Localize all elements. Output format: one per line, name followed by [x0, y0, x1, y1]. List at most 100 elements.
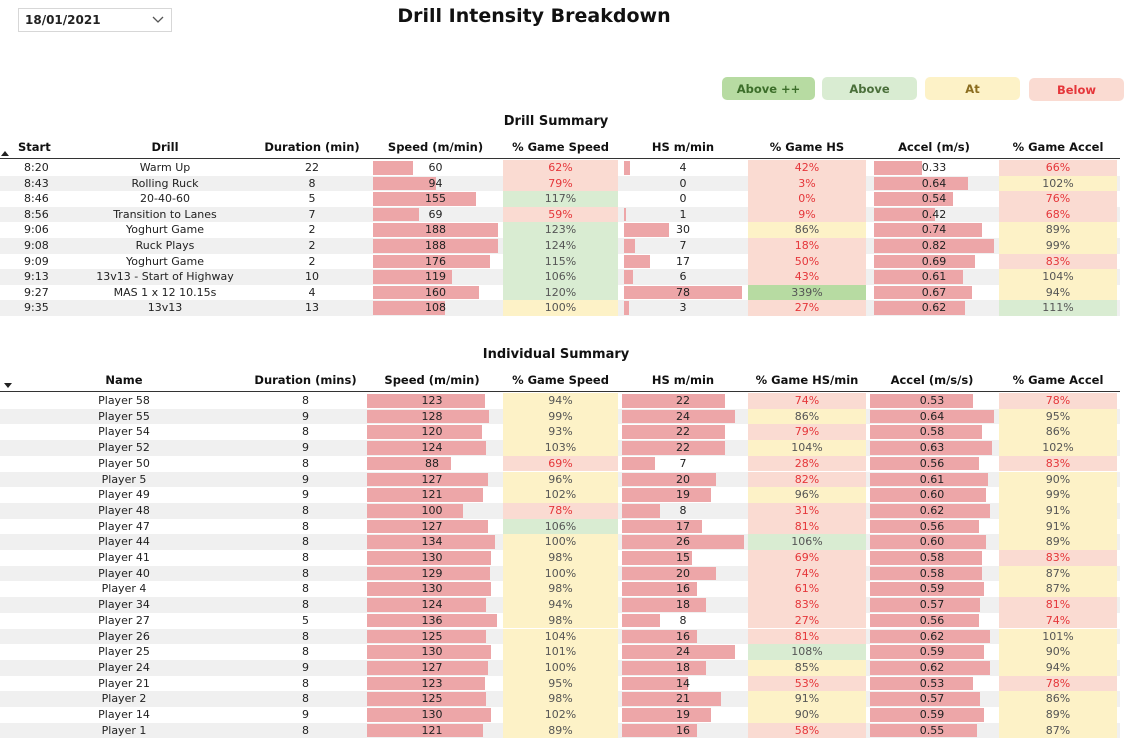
sort-descending-icon[interactable] [4, 383, 12, 388]
table-row[interactable]: Player 21 8 123 95% 14 53% 0.53 78% [0, 675, 1120, 692]
table-row[interactable]: Player 48 8 100 78% 8 31% 0.62 91% [0, 502, 1120, 519]
accel-bar [870, 441, 993, 455]
cell-hs: 22 [622, 424, 744, 440]
cell-accel: 0.62 [874, 300, 994, 316]
table-row[interactable]: Player 4 8 130 98% 16 61% 0.59 87% [0, 581, 1120, 598]
cell-name: Player 52 [98, 441, 150, 455]
table-row[interactable]: Player 14 9 130 102% 19 90% 0.59 89% [0, 707, 1120, 723]
cell-game-speed: 106% [503, 518, 618, 535]
column-header-game-hs-min[interactable]: % Game HS/min [755, 373, 859, 387]
cell-accel: 0.59 [870, 707, 994, 723]
hs-bar [622, 394, 726, 408]
hs-value: 1 [679, 207, 687, 221]
hs-value: 26 [676, 535, 690, 549]
column-header-accel-m-s-s[interactable]: Accel (m/s/s) [890, 373, 974, 387]
table-row[interactable]: Player 52 9 124 103% 22 104% 0.63 102% [0, 440, 1120, 456]
column-header-duration-min[interactable]: Duration (min) [264, 140, 360, 154]
speed-value: 123 [421, 394, 443, 407]
legend-above-plus-plus[interactable]: Above ++ [722, 77, 815, 100]
column-header-game-speed[interactable]: % Game Speed [512, 373, 609, 387]
column-header-speed-m-min[interactable]: Speed (m/min) [384, 373, 480, 387]
cell-game-hs: 18% [748, 238, 866, 254]
column-header-speed-m-min[interactable]: Speed (m/min) [387, 140, 484, 154]
table-row[interactable]: Player 55 9 128 99% 24 86% 0.64 95% [0, 408, 1120, 425]
table-row[interactable]: 9:35 13v13 13 108 100% 3 27% 0.62 111% [0, 300, 1120, 316]
cell-speed: 130 [367, 581, 497, 597]
table-row[interactable]: Player 25 8 130 101% 24 108% 0.59 90% [0, 644, 1120, 660]
speed-value: 129 [421, 566, 443, 580]
cell-duration: 8 [302, 723, 309, 737]
column-header-drill[interactable]: Drill [151, 140, 179, 154]
table-row[interactable]: 8:20 Warm Up 22 60 62% 4 42% 0.33 66% [0, 160, 1120, 176]
cell-accel: 0.61 [870, 472, 994, 488]
cell-duration: 8 [302, 692, 309, 706]
table-row[interactable]: 9:09 Yoghurt Game 2 176 115% 17 50% 0.69 83% [0, 253, 1120, 270]
column-header-game-accel[interactable]: % Game Accel [1012, 140, 1104, 154]
cell-game-accel: 74% [999, 612, 1117, 629]
table-row[interactable]: Player 47 8 127 106% 17 81% 0.56 91% [0, 518, 1120, 535]
table-row[interactable]: 9:06 Yoghurt Game 2 188 123% 30 86% 0.74 89% [0, 222, 1120, 238]
table-row[interactable]: Player 40 8 129 100% 20 74% 0.58 87% [0, 565, 1120, 582]
hs-value: 8 [679, 503, 687, 517]
column-header-name[interactable]: Name [105, 373, 143, 387]
table-row[interactable]: Player 1 8 121 89% 16 58% 0.55 87% [0, 722, 1120, 739]
table-row[interactable]: Player 5 9 127 96% 20 82% 0.61 90% [0, 471, 1120, 488]
accel-bar [870, 535, 987, 549]
cell-hs: 7 [624, 238, 742, 254]
accel-value: 0.62 [921, 301, 947, 315]
column-header-duration-mins[interactable]: Duration (mins) [254, 373, 357, 387]
cell-game-hs: 53% [748, 675, 866, 692]
cell-duration: 8 [302, 551, 309, 564]
hs-value: 19 [676, 708, 690, 721]
hs-bar [624, 270, 634, 284]
cell-duration: 8 [302, 425, 309, 439]
table-row[interactable]: 9:08 Ruck Plays 2 188 124% 7 18% 0.82 99% [0, 238, 1120, 254]
column-header-hs-m-min[interactable]: HS m/min [651, 373, 715, 387]
table-row[interactable]: 8:43 Rolling Ruck 8 94 79% 0 3% 0.64 102% [0, 175, 1120, 192]
table-row[interactable]: Player 54 8 120 93% 22 79% 0.58 86% [0, 424, 1120, 441]
date-filter-dropdown[interactable]: 18/01/2021 [18, 8, 172, 32]
accel-bar [870, 660, 991, 675]
table-row[interactable]: 9:27 MAS 1 x 12 10.15s 4 160 120% 78 339% 0.67 9… [0, 284, 1120, 301]
table-row[interactable]: Player 50 8 88 69% 7 28% 0.56 83% [0, 455, 1120, 472]
cell-name: Player 41 [98, 551, 150, 564]
column-header-game-accel[interactable]: % Game Accel [1012, 373, 1104, 387]
cell-duration: 9 [302, 488, 309, 502]
legend-above[interactable]: Above [822, 77, 917, 100]
table-row[interactable]: Player 44 8 134 100% 26 106% 0.60 89% [0, 534, 1120, 550]
table-row[interactable]: 9:13 13v13 - Start of Highway 10 119 106% 6 43… [0, 269, 1120, 285]
cell-game-accel: 83% [999, 455, 1117, 472]
table-row[interactable]: Player 58 8 123 94% 22 74% 0.53 78% [0, 393, 1120, 409]
cell-start: 9:09 [24, 254, 49, 268]
accel-value: 0.56 [919, 613, 945, 627]
sort-ascending-icon[interactable] [1, 151, 9, 156]
table-row[interactable]: Player 24 9 127 100% 18 85% 0.62 94% [0, 659, 1120, 676]
cell-game-speed: 89% [503, 722, 618, 739]
speed-bar [367, 598, 486, 612]
table-row[interactable]: Player 27 5 136 98% 8 27% 0.56 74% [0, 612, 1120, 629]
cell-game-hs: 31% [748, 502, 866, 519]
table-row[interactable]: Player 49 9 121 102% 19 96% 0.60 99% [0, 487, 1120, 503]
accel-bar [870, 394, 973, 408]
column-header-accel-m-s[interactable]: Accel (m/s) [898, 140, 970, 154]
cell-hs: 18 [622, 660, 744, 676]
accel-value: 0.59 [919, 645, 945, 659]
cell-speed: 134 [367, 534, 497, 550]
accel-bar [874, 161, 923, 175]
legend-below[interactable]: Below [1029, 78, 1124, 101]
cell-name: Player 49 [98, 488, 150, 502]
legend-at[interactable]: At [925, 77, 1020, 100]
table-row[interactable]: Player 2 8 125 98% 21 91% 0.57 86% [0, 691, 1120, 707]
column-header-start[interactable]: Start [18, 140, 51, 154]
table-row[interactable]: Player 26 8 125 104% 16 81% 0.62 101% [0, 628, 1120, 645]
speed-value: 130 [421, 582, 443, 596]
column-header-game-speed[interactable]: % Game Speed [512, 140, 609, 154]
table-row[interactable]: Player 34 8 124 94% 18 83% 0.57 81% [0, 597, 1120, 613]
column-header-game-hs[interactable]: % Game HS [769, 140, 845, 154]
column-header-hs-m-min[interactable]: HS m/min [651, 140, 715, 154]
table-row[interactable]: 8:46 20-40-60 5 155 117% 0 0% 0.54 76% [0, 191, 1120, 207]
table-row[interactable]: 8:56 Transition to Lanes 7 69 59% 1 9% 0.42 68% [0, 206, 1120, 223]
cell-speed: 120 [367, 424, 497, 440]
cell-start: 8:43 [24, 176, 49, 190]
table-row[interactable]: Player 41 8 130 98% 15 69% 0.58 83% [0, 550, 1120, 566]
